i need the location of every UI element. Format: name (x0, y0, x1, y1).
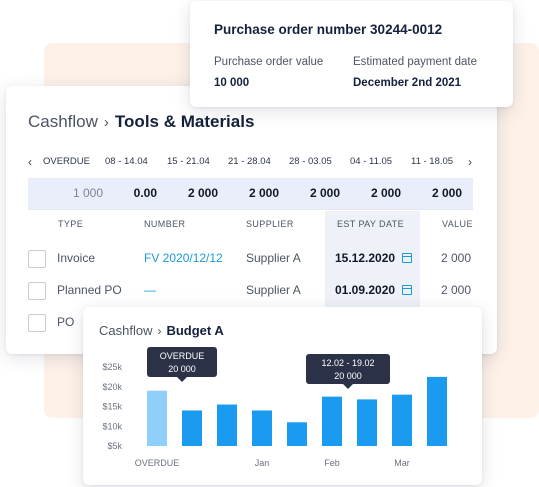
week-header[interactable]: OVERDUE (43, 156, 90, 167)
chart-bar (322, 396, 342, 446)
calendar-icon[interactable] (402, 253, 412, 263)
cell-supplier: Supplier A (246, 283, 301, 297)
budget-bar-chart: $5k $10k $15k $20k $25k OVERDUE Jan Feb Mar OVERD… (102, 347, 447, 468)
row-checkbox[interactable] (28, 314, 46, 332)
breadcrumb-current: Budget A (166, 323, 224, 338)
week-header[interactable]: 21 - 28.04 (228, 156, 271, 167)
y-tick-label: $15k (102, 402, 122, 412)
x-tick-label: Feb (324, 458, 340, 468)
overdue-tooltip-pointer (177, 377, 187, 382)
chart-bar (182, 410, 202, 446)
row-checkbox[interactable] (28, 282, 46, 300)
column-header-number[interactable]: NUMBER (144, 219, 186, 229)
purchase-order-title: Purchase order number 30244-0012 (214, 22, 443, 37)
column-header-supplier[interactable]: SUPPLIER (246, 219, 294, 229)
chart-bar (252, 410, 272, 446)
y-tick-label: $25k (102, 362, 122, 372)
column-header-type[interactable]: TYPE (58, 219, 84, 229)
table-row[interactable]: Planned PO — Supplier A 01.09.2020 2 000 (28, 279, 473, 303)
breadcrumb-separator: › (157, 324, 162, 338)
week-total: 1 000 (72, 186, 103, 200)
cell-value: 2 000 (440, 251, 471, 265)
overdue-tooltip-box (147, 347, 217, 377)
chart-bar (357, 399, 377, 446)
overdue-tooltip-label: OVERDUE (160, 351, 205, 361)
week-header[interactable]: 11 - 18.05 (411, 156, 454, 167)
chart-bar (147, 390, 167, 446)
table-row[interactable]: PO (28, 311, 473, 335)
po-value-label: Purchase order value (214, 56, 324, 68)
y-tick-label: $5k (107, 441, 122, 451)
period-tooltip-box (306, 354, 390, 384)
po-value: 10 000 (214, 77, 250, 89)
x-tick-label: OVERDUE (135, 458, 180, 468)
period-tooltip-value: 20 000 (334, 371, 362, 381)
week-navigation: ‹ OVERDUE 08 - 14.04 15 - 21.04 21 - 28.… (28, 155, 478, 172)
week-total: 2 000 (248, 186, 279, 200)
budget-breadcrumb: Cashflow › Budget A (99, 323, 224, 338)
cell-type: PO (57, 315, 75, 329)
table-row[interactable]: Invoice FV 2020/12/12 Supplier A 15.12.2… (28, 247, 473, 271)
week-header[interactable]: 15 - 21.04 (167, 156, 210, 167)
week-total: 2 000 (370, 186, 401, 200)
breadcrumb-root[interactable]: Cashflow (99, 323, 153, 338)
period-tooltip-pointer (343, 384, 353, 389)
x-tick-label: Mar (394, 458, 410, 468)
breadcrumb-current: Tools & Materials (114, 112, 255, 131)
overdue-tooltip-value: 20 000 (168, 364, 196, 374)
y-tick-label: $10k (102, 421, 122, 431)
calendar-icon[interactable] (402, 285, 412, 295)
week-total: 0.00 (133, 186, 157, 200)
cell-value: 2 000 (440, 283, 471, 297)
y-tick-label: $20k (102, 382, 122, 392)
chart-bar (427, 376, 447, 446)
week-totals-row: 1 000 0.00 2 000 2 000 2 000 2 000 2 000 (28, 178, 473, 209)
divider (28, 209, 473, 210)
breadcrumb: Cashflow › Tools & Materials (28, 112, 254, 132)
prev-week-arrow-icon[interactable]: ‹ (28, 155, 32, 169)
cell-est-pay-date: 01.09.2020 (335, 283, 396, 297)
week-header[interactable]: 04 - 11.05 (350, 156, 393, 167)
chart-bar (217, 404, 237, 446)
x-tick-label: Jan (255, 458, 270, 468)
cell-supplier: Supplier A (246, 251, 301, 265)
column-header-value[interactable]: VALUE (442, 219, 473, 229)
next-week-arrow-icon[interactable]: › (468, 155, 472, 169)
cell-type: Planned PO (57, 283, 122, 297)
cell-number-link[interactable]: FV 2020/12/12 (144, 251, 223, 265)
row-checkbox[interactable] (28, 250, 46, 268)
chart-bar (287, 422, 307, 446)
budget-chart-card: Cashflow › Budget A $5k $10k $15k $20k $25k OVE… (83, 307, 482, 485)
week-header[interactable]: 08 - 14.04 (105, 156, 148, 167)
po-date: December 2nd 2021 (353, 77, 462, 89)
cell-type: Invoice (57, 251, 96, 265)
po-date-label: Estimated payment date (353, 56, 478, 68)
column-header-est-pay-date[interactable]: EST PAY DATE (337, 219, 404, 229)
period-tooltip-label: 12.02 - 19.02 (321, 358, 374, 368)
week-total: 2 000 (309, 186, 340, 200)
purchase-order-card: Purchase order number 30244-0012 Purchas… (190, 1, 513, 107)
cell-est-pay-date: 15.12.2020 (335, 251, 396, 265)
breadcrumb-separator: › (103, 114, 109, 131)
week-total: 2 000 (187, 186, 218, 200)
chart-bar (392, 394, 412, 446)
cell-number-link[interactable]: — (144, 283, 156, 297)
breadcrumb-root[interactable]: Cashflow (28, 112, 98, 131)
week-total: 2 000 (431, 186, 462, 200)
week-header[interactable]: 28 - 03.05 (289, 156, 332, 167)
